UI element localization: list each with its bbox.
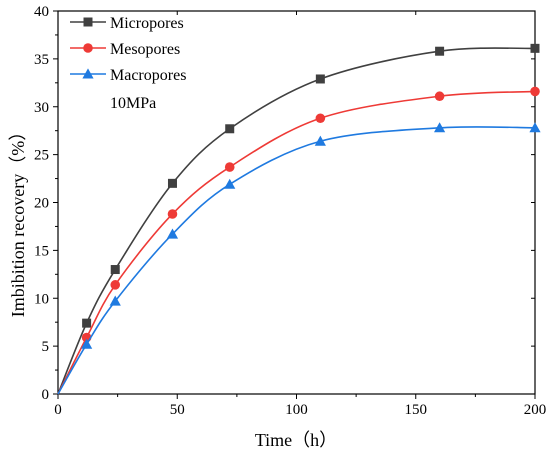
- series-line: [57, 126, 536, 395]
- legend: Micropores Mesopores Macropores: [70, 15, 186, 84]
- data-point: [314, 135, 326, 146]
- y-axis-title: Imbibition recovery（%）: [8, 123, 28, 317]
- y-tick-label: 15: [34, 243, 49, 259]
- x-axis-title: Time（h）: [255, 430, 337, 450]
- data-point: [109, 295, 121, 306]
- y-tick-label: 25: [34, 148, 49, 164]
- y-tick-label: 20: [34, 196, 49, 212]
- y-tick-label: 35: [34, 52, 49, 68]
- data-point: [224, 162, 235, 172]
- series-macropores: [57, 122, 541, 395]
- data-point: [315, 74, 325, 84]
- legend-label: Macropores: [110, 67, 186, 84]
- data-point: [167, 209, 178, 219]
- y-tick-label: 10: [34, 291, 49, 307]
- series-micropores: [57, 43, 540, 395]
- y-tick-label: 40: [34, 4, 49, 20]
- legend-item-macropores: Macropores: [70, 67, 186, 84]
- data-point: [224, 178, 236, 189]
- y-tick-label: 30: [34, 100, 49, 116]
- legend-label: Mesopores: [110, 41, 180, 58]
- series-line: [57, 90, 536, 395]
- y-tick-label: 5: [42, 339, 50, 355]
- legend-label: Micropores: [110, 15, 184, 32]
- data-point: [435, 46, 445, 56]
- data-point: [225, 124, 235, 134]
- series-line: [57, 47, 536, 395]
- data-point: [110, 265, 120, 275]
- data-point: [434, 91, 445, 102]
- data-point: [166, 228, 179, 239]
- data-point: [530, 43, 540, 53]
- x-tick-label: 0: [54, 402, 62, 418]
- data-point: [529, 122, 541, 133]
- data-point: [110, 280, 121, 290]
- pressure-annotation: 10MPa: [110, 95, 156, 112]
- y-tick-label: 0: [42, 387, 50, 403]
- x-tick-label: 50: [170, 402, 185, 418]
- legend-item-mesopores: Mesopores: [70, 41, 180, 58]
- series-group: [57, 43, 541, 395]
- data-point: [81, 338, 93, 349]
- legend-item-micropores: Micropores: [70, 15, 184, 32]
- legend-marker: [83, 17, 93, 27]
- data-point: [167, 178, 177, 188]
- series-mesopores: [57, 86, 540, 395]
- data-point: [434, 122, 446, 133]
- data-point: [530, 86, 540, 97]
- x-tick-label: 150: [405, 402, 428, 418]
- legend-marker: [82, 68, 94, 79]
- x-tick-label: 200: [524, 402, 547, 418]
- x-tick-label: 100: [285, 402, 308, 418]
- legend-marker: [83, 43, 93, 53]
- axes: 0 50 100 150 200 0 5 10 15 20 25 30 35 40: [34, 4, 546, 418]
- data-point: [82, 318, 92, 328]
- data-point: [315, 113, 326, 124]
